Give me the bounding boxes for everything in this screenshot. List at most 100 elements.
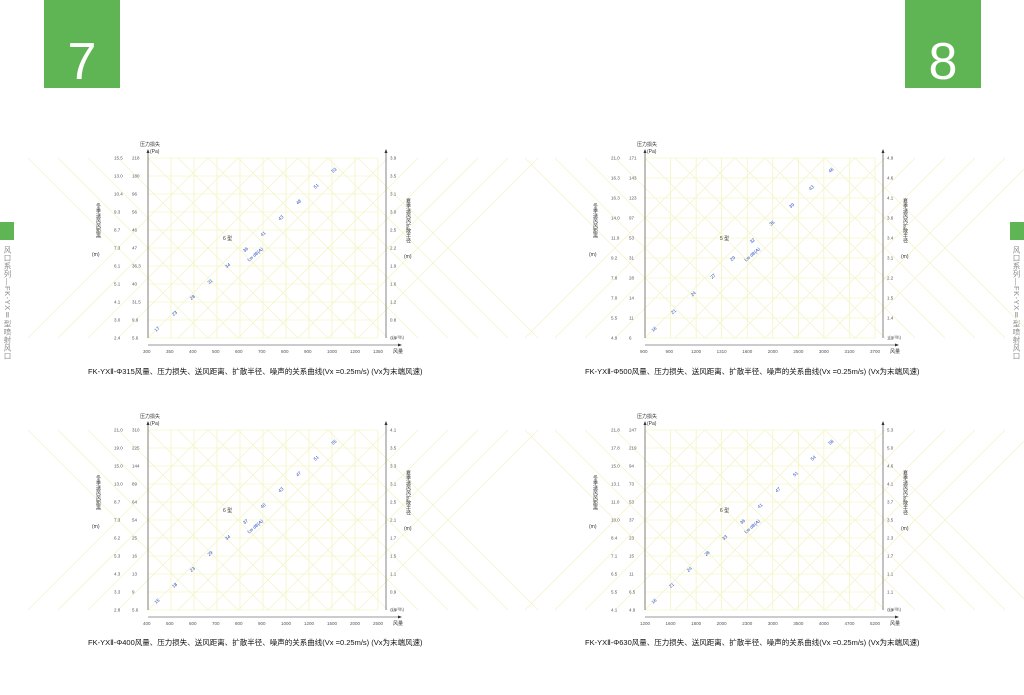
summer-radius-tick: 4.6 <box>887 176 894 181</box>
airflow-tick: 400 <box>143 621 151 626</box>
noise-level-label: 29 <box>207 550 214 557</box>
noise-level-label: 39 <box>788 202 795 209</box>
grid-diagonal <box>824 429 1006 611</box>
page-number-left: 7 <box>44 0 120 88</box>
noise-level-label: 58 <box>827 438 834 445</box>
pressure-tick: 36.3 <box>132 264 141 269</box>
grid-diagonal <box>297 429 479 611</box>
pressure-axis-unit: (Pa) <box>150 421 160 427</box>
summer-radius-tick: 1.1 <box>887 572 894 577</box>
airflow-tick: 1200 <box>350 349 361 354</box>
zone-label: 6 型 <box>223 235 232 242</box>
noise-level-label: 16 <box>650 325 657 332</box>
side-caption-right: 风口系列—FK-YXⅡ型喷射风口 <box>1012 246 1021 361</box>
noise-level-label: 32 <box>749 237 756 244</box>
summer-radius-tick: 1.7 <box>887 554 894 559</box>
summer-radius-tick: 3.7 <box>887 500 894 505</box>
summer-radius-tick: 3.4 <box>887 236 894 241</box>
noise-level-label: 43 <box>277 486 284 493</box>
noise-level-label: 28 <box>189 294 196 301</box>
winter-distance-tick: 6.2 <box>114 536 121 541</box>
chart-grid <box>27 429 539 611</box>
pressure-tick: 46 <box>132 228 138 233</box>
summer-radius-tick: 3.5 <box>887 518 894 523</box>
summer-radius-tick: 3.3 <box>390 464 397 469</box>
winter-distance-tick: 2.4 <box>114 336 121 341</box>
summer-radius-tick: 3.1 <box>390 192 397 197</box>
winter-distance-tick: 15.5 <box>114 156 123 161</box>
airflow-tick: 800 <box>235 621 243 626</box>
airflow-tick: 900 <box>640 349 648 354</box>
chart-phi500-caption: FK-YXⅡ-Φ500风量、压力损失、送风距离、扩散半径、噪声的关系曲线(Vx … <box>585 367 920 376</box>
pressure-tick: 16 <box>132 554 138 559</box>
airflow-tick: 1200 <box>691 349 702 354</box>
page-number-left-text: 7 <box>67 33 97 91</box>
winter-distance-tick: 3.0 <box>114 318 121 323</box>
airflow-tick: 900 <box>304 349 312 354</box>
pressure-tick: 225 <box>132 446 140 451</box>
chart-phi500-svg: 压力损失(Pa) 冬季送风风距离 (m) 夏季送风风扩散半径 (m) (m³/h) 风量 21… <box>524 141 1024 355</box>
grid-diagonal <box>267 429 449 611</box>
pressure-tick: 11 <box>629 572 634 577</box>
zone-label: 6 型 <box>223 507 232 514</box>
noise-level-label: 23 <box>171 309 178 316</box>
winter-distance-tick: 4.3 <box>114 572 121 577</box>
pressure-tick: 73 <box>629 482 635 487</box>
radius-axis-arrow <box>881 421 885 425</box>
pressure-axis-title: 压力损失 <box>637 413 657 420</box>
noise-level-label: 28 <box>704 550 711 557</box>
winter-distance-tick: 13.0 <box>114 174 123 179</box>
airflow-axis-arrow <box>895 343 899 347</box>
winter-distance-tick: 15.0 <box>114 464 123 469</box>
airflow-tick: 700 <box>212 621 220 626</box>
pressure-tick: 31 <box>629 256 635 261</box>
airflow-axis-arrow <box>398 343 402 347</box>
airflow-tick: 700 <box>258 349 266 354</box>
airflow-tick: 3500 <box>793 621 804 626</box>
noise-level-label: 36 <box>242 246 249 253</box>
pressure-tick: 219 <box>629 446 637 451</box>
winter-distance-tick: 6.1 <box>114 264 121 269</box>
winter-distance-axis-title: 冬季送风风距离 <box>95 202 101 239</box>
airflow-tick: 5200 <box>870 621 881 626</box>
winter-distance-tick: 10.4 <box>114 192 123 197</box>
winter-distance-tick: 16.3 <box>611 196 620 201</box>
radius-axis-arrow <box>881 149 885 153</box>
pressure-axis-title: 压力损失 <box>140 141 160 148</box>
grid-diagonal <box>854 429 1024 600</box>
winter-distance-axis-unit: (m) <box>589 524 597 530</box>
noise-level-label: 55 <box>330 438 337 445</box>
pressure-tick: 6.5 <box>629 590 636 595</box>
airflow-tick: 1500 <box>327 621 338 626</box>
pressure-tick: 5.6 <box>132 608 139 613</box>
pressure-axis-title: 压力损失 <box>637 141 657 148</box>
winter-distance-tick: 4.9 <box>611 336 618 341</box>
summer-radius-axis-unit: (m) <box>404 254 412 260</box>
noise-level-label: 54 <box>810 454 817 461</box>
pressure-tick: 89 <box>132 482 138 487</box>
chart-grid <box>27 157 539 339</box>
pressure-tick: 28 <box>629 276 635 281</box>
noise-level-label: 29 <box>729 255 736 262</box>
noise-level-label: 41 <box>260 230 267 237</box>
grid-diagonal <box>357 157 539 339</box>
noise-level-label: 47 <box>295 470 302 477</box>
noise-level-label: 23 <box>189 566 196 573</box>
winter-distance-tick: 7.3 <box>114 518 121 523</box>
summer-radius-tick: 2.2 <box>887 276 894 281</box>
winter-distance-tick: 6.5 <box>611 572 618 577</box>
pressure-axis-arrow <box>146 421 150 425</box>
chart-phi315-svg: 压力损失(Pa) 冬季送风风距离 (m) 夏季送风风扩散半径 (m) (m³/h) 风量 15… <box>27 141 539 355</box>
radius-axis-arrow <box>384 149 388 153</box>
winter-distance-tick: 8.7 <box>114 500 121 505</box>
summer-radius-axis-title: 夏季送风风扩散半径 <box>405 470 411 515</box>
pressure-tick: 53 <box>629 236 635 241</box>
winter-distance-tick: 7.8 <box>611 276 618 281</box>
airflow-tick: 350 <box>166 349 174 354</box>
pressure-axis-title: 压力损失 <box>140 413 160 420</box>
winter-distance-tick: 19.0 <box>114 446 123 451</box>
noise-level-label: 48 <box>295 198 302 205</box>
airflow-tick: 4700 <box>844 621 855 626</box>
winter-distance-tick: 14.0 <box>611 216 620 221</box>
chart-phi630-svg: 压力损失(Pa) 冬季送风风距离 (m) 夏季送风风扩散半径 (m) (m³/h) 风量 21… <box>524 413 1024 627</box>
